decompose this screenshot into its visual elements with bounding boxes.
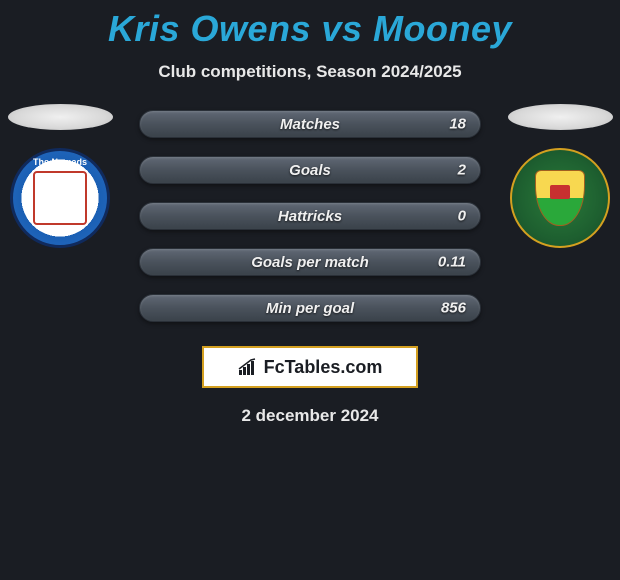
stat-label: Hattricks	[278, 208, 342, 225]
bar-chart-icon	[238, 358, 260, 376]
main-content: The Nomads Matches 18 Goals 2 Hattricks …	[0, 110, 620, 426]
brand-box: FcTables.com	[202, 346, 418, 388]
left-badge-inner	[33, 171, 87, 225]
stat-value: 0	[458, 208, 466, 225]
stat-row-gpm: Goals per match 0.11	[139, 248, 481, 276]
stats-rows: Matches 18 Goals 2 Hattricks 0 Goals per…	[139, 110, 481, 322]
stat-label: Matches	[280, 116, 340, 133]
stat-value: 2	[458, 162, 466, 179]
left-club-badge: The Nomads	[10, 148, 110, 248]
date-text: 2 december 2024	[0, 406, 620, 426]
stat-value: 856	[441, 300, 466, 317]
right-badge-shield	[535, 170, 585, 226]
right-player-column	[500, 104, 620, 248]
stat-label: Goals	[289, 162, 331, 179]
left-player-column: The Nomads	[0, 104, 120, 248]
stat-value: 18	[449, 116, 466, 133]
stat-label: Goals per match	[251, 254, 369, 271]
stat-value: 0.11	[438, 254, 466, 271]
left-club-name: The Nomads	[13, 157, 107, 167]
stat-row-hattricks: Hattricks 0	[139, 202, 481, 230]
left-player-silhouette	[8, 104, 113, 130]
brand-text: FcTables.com	[264, 357, 383, 378]
season-subtitle: Club competitions, Season 2024/2025	[0, 62, 620, 82]
right-player-silhouette	[508, 104, 613, 130]
stat-row-goals: Goals 2	[139, 156, 481, 184]
right-club-badge	[510, 148, 610, 248]
comparison-title: Kris Owens vs Mooney	[0, 0, 620, 50]
stat-row-mpg: Min per goal 856	[139, 294, 481, 322]
stat-label: Min per goal	[266, 300, 354, 317]
stat-row-matches: Matches 18	[139, 110, 481, 138]
